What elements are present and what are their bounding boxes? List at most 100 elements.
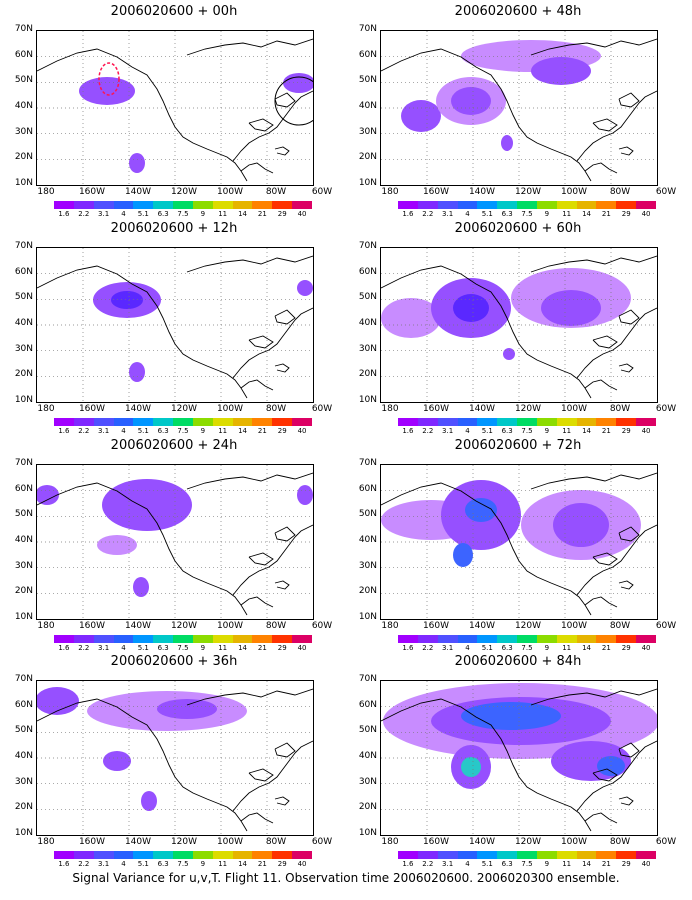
colorbar-swatch [133,201,154,209]
colorbar-swatch [93,418,114,426]
coastline [618,526,640,542]
variance-contour [102,479,192,531]
coastline [530,38,657,56]
colorbar-label: 1.6 [402,427,414,435]
colorbar-label: 2.2 [422,644,434,652]
colorbar-label: 4 [121,644,126,652]
colorbar-label: 6.3 [501,860,513,868]
longitude-label: 160W [78,621,106,631]
variance-contour [453,294,489,322]
longitude-label: 180 [37,837,55,847]
colorbar-label: 29 [277,860,287,868]
colorbar-label: 11 [562,210,572,218]
latitude-label: 60N [14,483,33,494]
latitude-label: 60N [358,483,377,494]
colorbar [398,201,656,209]
colorbar-label: 11 [562,644,572,652]
colorbar-swatch [616,851,637,859]
longitude-label: 100W [216,837,244,847]
colorbar-swatch [517,635,537,643]
colorbar-label: 3.1 [442,210,454,218]
colorbar-swatch [173,201,193,209]
latitude-label: 40N [14,751,33,761]
coastline [381,698,592,832]
colorbar-label: 1.6 [58,644,70,652]
colorbar-swatch [457,201,478,209]
colorbar-label: 21 [257,860,267,868]
colorbar-label: 5.1 [481,210,493,218]
colorbar-swatch [153,635,174,643]
colorbar-label: 3.1 [442,860,454,868]
coastline [232,524,313,596]
coastline [584,812,618,824]
colorbar [398,851,656,859]
colorbar-swatch [398,201,418,209]
coastline [240,596,274,608]
longitude-label: 100W [560,621,588,631]
colorbar-label: 11 [562,427,572,435]
coastline [381,482,592,616]
map-panel: 2006020600 + 72h 70N 60N 50N 40N 30N 20N 10N 180… [359,436,676,652]
colorbar-swatch [517,201,537,209]
longitude-label: 100W [560,404,588,414]
coastline [186,38,313,56]
coastline [584,596,618,608]
colorbar-swatch [54,635,74,643]
colorbar-swatch [113,418,134,426]
colorbar-label: 29 [277,210,287,218]
colorbar-label: 4 [121,210,126,218]
colorbar-label: 21 [601,644,611,652]
colorbar-label: 4 [465,427,470,435]
latitude-label: 50N [358,75,377,86]
colorbar-swatch [497,418,518,426]
longitude-label: 140W [124,404,152,414]
longitude-label: 80W [265,404,287,414]
colorbar-label: 4 [465,644,470,652]
longitude-label: 100W [216,187,244,197]
colorbar-swatch [232,201,253,209]
latitude-label: 50N [358,509,377,520]
coastline [240,379,274,391]
longitude-label: 60W [655,621,677,631]
colorbar-swatch [173,851,193,859]
coastline [274,363,290,373]
colorbar-swatch [73,851,94,859]
map-frame [380,680,658,836]
coastline [37,482,248,616]
map-frame [380,247,658,403]
latitude-label: 70N [358,24,377,34]
colorbar-swatch [113,635,134,643]
colorbar-swatch [212,851,233,859]
variance-contour [97,535,137,555]
longitude-label: 180 [381,187,399,197]
longitude-label: 180 [37,621,55,631]
map-canvas [37,31,313,185]
colorbar-label: 9 [200,860,206,868]
colorbar-label: 3.1 [98,644,110,652]
colorbar-label: 9 [544,210,550,218]
colorbar-swatch [477,635,498,643]
longitude-label: 140W [468,837,496,847]
coastline [274,526,296,542]
target-region-circle [274,76,313,126]
latitude-label: 70N [14,24,33,34]
colorbar-swatch [437,851,458,859]
colorbar-label: 3.1 [98,860,110,868]
coastline [240,812,274,824]
colorbar [54,635,312,643]
latitude-label: 70N [358,674,377,684]
longitude-label: 140W [124,187,152,197]
variance-contour [401,100,441,132]
coastline [618,580,634,590]
variance-contour [297,485,313,505]
longitude-label: 180 [37,404,55,414]
latitude-label: 20N [14,152,33,163]
latitude-label: 60N [358,699,377,710]
colorbar-swatch [616,201,637,209]
colorbar-swatch [153,418,174,426]
map-panel: 2006020600 + 60h 70N 60N 50N 40N 30N 20N 10N 180… [359,219,676,435]
longitude-label: 80W [265,621,287,631]
colorbar-swatch [292,635,312,643]
colorbar-swatch [292,851,312,859]
coastline [274,796,290,806]
